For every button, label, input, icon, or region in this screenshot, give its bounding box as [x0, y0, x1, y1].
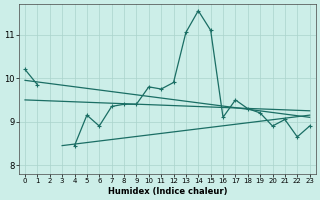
X-axis label: Humidex (Indice chaleur): Humidex (Indice chaleur): [108, 187, 227, 196]
